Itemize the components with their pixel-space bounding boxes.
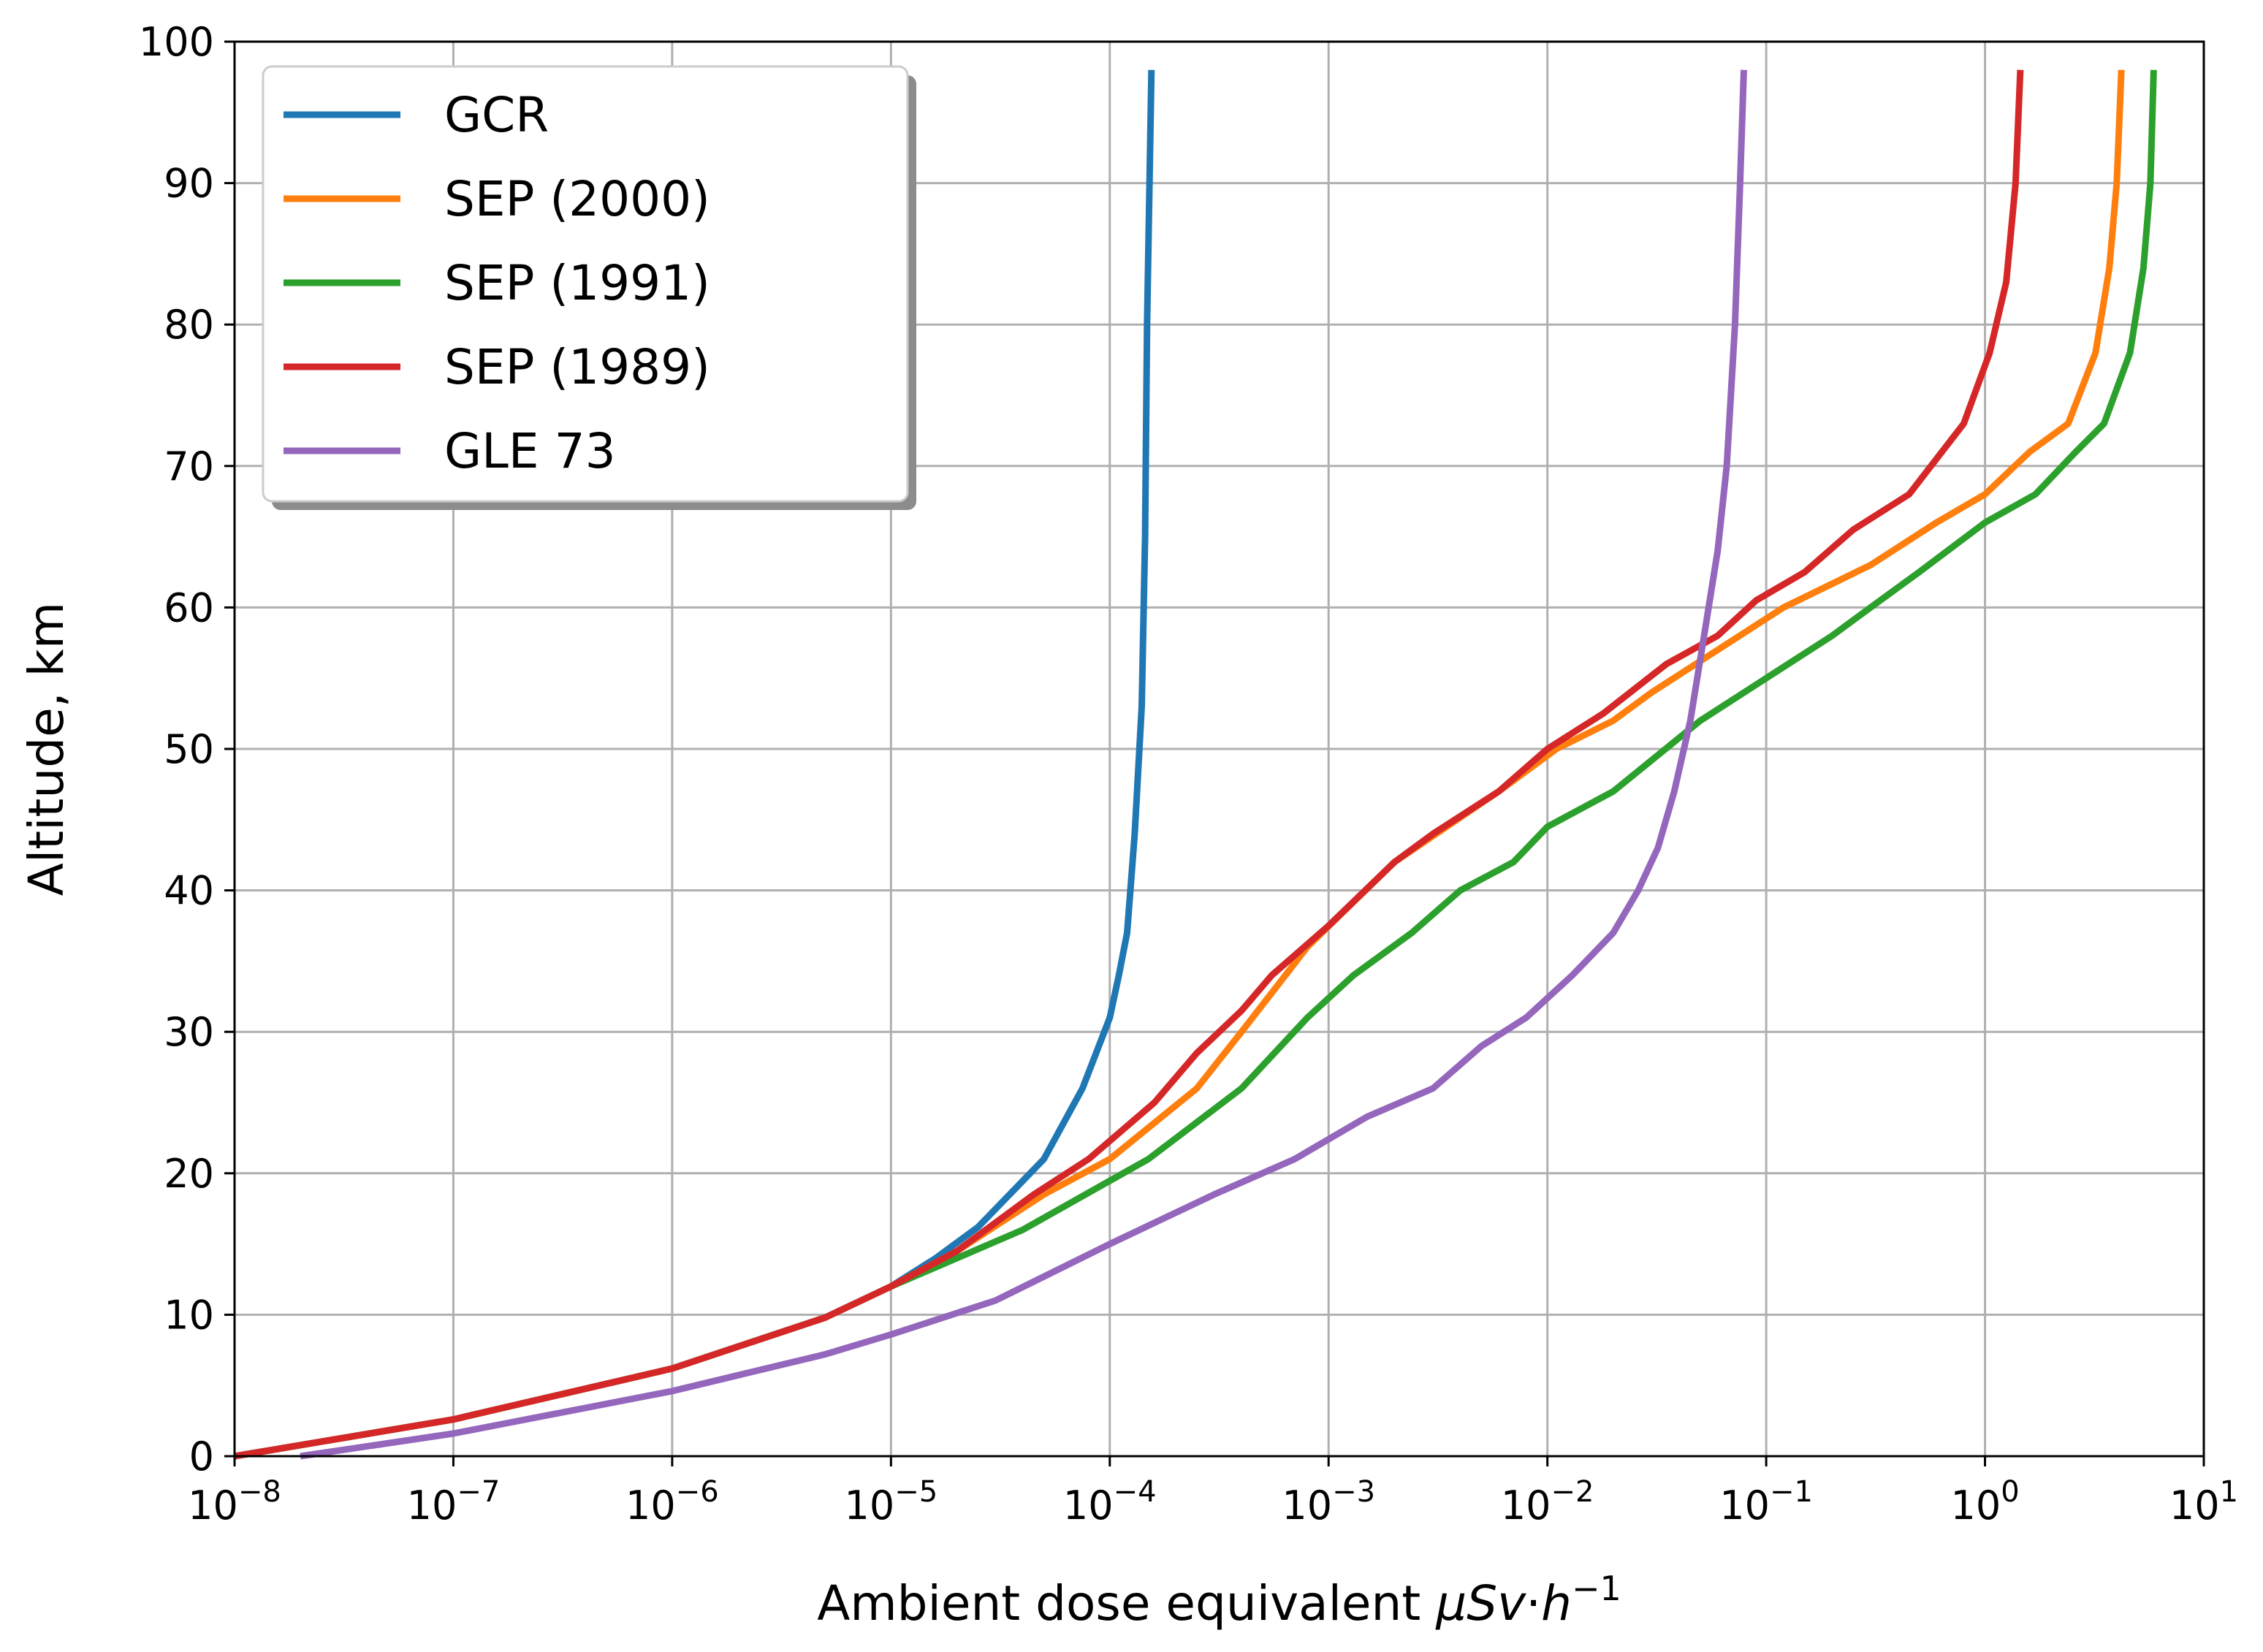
x-tick-label-5: 10−3 bbox=[1282, 1475, 1375, 1529]
x-axis-label-exp: −1 bbox=[1572, 1569, 1621, 1608]
y-tick-label-6: 60 bbox=[164, 585, 214, 631]
x-axis-label-h: h bbox=[1541, 1575, 1572, 1632]
y-tick-label-2: 20 bbox=[164, 1151, 214, 1197]
y-tick-label-5: 50 bbox=[164, 726, 214, 772]
x-tick-label-7: 10−1 bbox=[1719, 1475, 1813, 1529]
y-tick-label-8: 80 bbox=[164, 302, 214, 348]
legend: GCR SEP (2000) SEP (1991) SEP (1989) GLE 73 bbox=[262, 65, 916, 510]
y-tick-label-0: 0 bbox=[189, 1434, 214, 1480]
x-axis-label-dot: · bbox=[1526, 1575, 1541, 1632]
series-line-4 bbox=[300, 69, 1747, 1460]
legend-label-3: SEP (1989) bbox=[444, 339, 710, 395]
legend-label-1: SEP (2000) bbox=[444, 171, 710, 227]
series-line-3 bbox=[234, 69, 2024, 1460]
x-tick-label-9: 101 bbox=[2169, 1475, 2238, 1529]
axis-ticks: 10−8 10−7 10−6 10−5 10−4 10−3 10−2 10−1 100 10101… bbox=[139, 19, 2238, 1529]
legend-label-0: GCR bbox=[444, 87, 549, 143]
x-tick-label-8: 100 bbox=[1950, 1475, 2019, 1529]
y-tick-label-4: 40 bbox=[164, 868, 214, 914]
legend-label-4: GLE 73 bbox=[444, 423, 616, 479]
x-tick-label-6: 10−2 bbox=[1501, 1475, 1594, 1529]
series-line-2 bbox=[234, 69, 2157, 1460]
y-tick-label-9: 90 bbox=[164, 161, 214, 207]
x-tick-label-0: 10−8 bbox=[188, 1475, 281, 1529]
legend-box bbox=[262, 65, 909, 503]
y-tick-label-3: 30 bbox=[164, 1009, 214, 1055]
y-tick-label-10: 100 bbox=[139, 19, 214, 65]
series-lines bbox=[234, 69, 2157, 1460]
legend-label-2: SEP (1991) bbox=[444, 255, 710, 311]
x-axis-label-unit: μSv bbox=[1435, 1575, 1526, 1632]
y-tick-label-7: 70 bbox=[164, 444, 214, 490]
y-tick-label-1: 10 bbox=[164, 1292, 214, 1338]
x-axis-label: Ambient dose equivalent μSv·h−1 bbox=[817, 1569, 1621, 1632]
x-tick-label-2: 10−6 bbox=[625, 1475, 719, 1529]
x-tick-label-3: 10−5 bbox=[844, 1475, 937, 1529]
y-axis-label: Altitude, km bbox=[18, 602, 75, 896]
x-tick-label-1: 10−7 bbox=[407, 1475, 501, 1529]
x-axis-label-base: Ambient dose equivalent bbox=[817, 1575, 1436, 1632]
x-tick-label-4: 10−4 bbox=[1063, 1475, 1157, 1529]
